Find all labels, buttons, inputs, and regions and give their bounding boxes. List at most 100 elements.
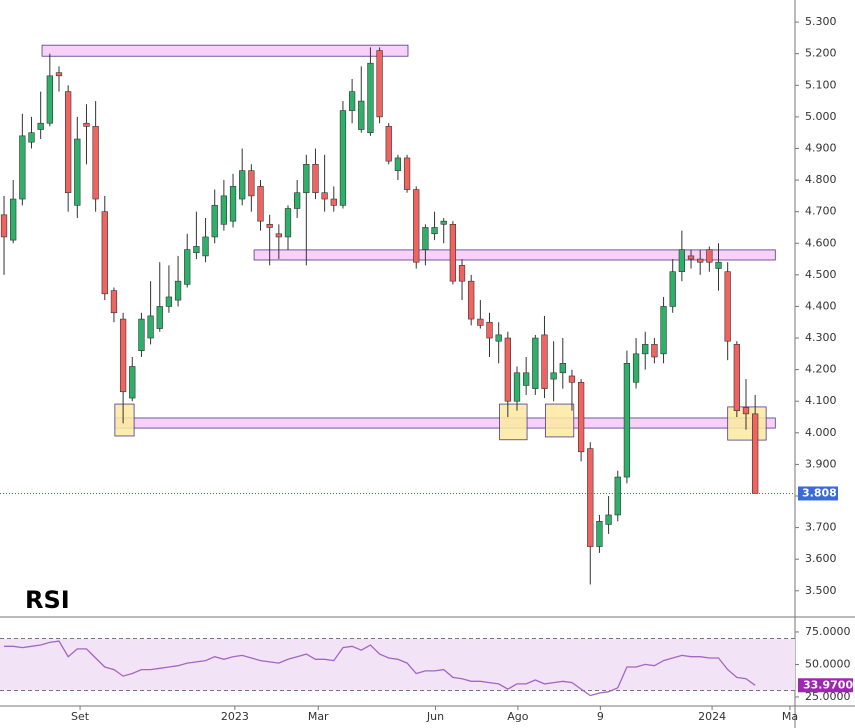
candle-body: [239, 170, 246, 200]
y-tick-label: 4.100: [805, 394, 837, 407]
y-tick-label: 5.100: [805, 78, 837, 91]
candle-body: [312, 163, 319, 194]
candle-body: [678, 249, 686, 272]
candle-body: [651, 344, 658, 358]
y-tick-label: 4.600: [805, 236, 837, 249]
candle-body: [532, 337, 539, 389]
rsi-line: [4, 640, 756, 697]
candle-body: [229, 186, 237, 222]
y-tick-label: 4.300: [805, 331, 837, 344]
candle-body: [156, 306, 163, 329]
candle-body: [129, 366, 136, 399]
candle-body: [687, 255, 695, 260]
candle-body: [65, 91, 72, 194]
candle-body: [358, 100, 365, 130]
candle-body: [577, 381, 585, 453]
candle-body: [660, 306, 667, 355]
candle-body: [257, 186, 264, 222]
candle-body: [468, 280, 475, 320]
candle-body: [495, 334, 502, 342]
y-tick-label: 25.0000: [805, 690, 851, 703]
candle-body: [110, 290, 118, 314]
y-tick-label: 4.700: [805, 205, 837, 218]
candle-body: [339, 110, 347, 206]
y-tick-label: 5.200: [805, 47, 837, 60]
x-tick-label: Set: [71, 710, 90, 723]
candle-body: [449, 224, 457, 282]
rsi-title: RSI: [25, 586, 70, 614]
candle-body: [28, 132, 35, 143]
candle-body: [596, 520, 603, 547]
candle-body: [669, 271, 676, 307]
last-price-box: [798, 486, 838, 501]
candle-body: [348, 91, 356, 111]
candle-body: [614, 476, 621, 516]
y-tick-label: 3.500: [805, 584, 837, 597]
candle-body: [394, 157, 402, 171]
zone: [114, 417, 776, 429]
candle-body: [193, 246, 200, 254]
candle-body: [174, 280, 182, 301]
y-tick-label: 4.200: [805, 363, 837, 376]
candle-body: [37, 122, 44, 130]
candle-body: [733, 344, 740, 412]
zone: [41, 44, 409, 57]
candle-body: [724, 271, 731, 342]
candle-body: [19, 135, 26, 200]
candle-body: [697, 258, 704, 263]
candle-body: [46, 75, 53, 124]
candle-body: [752, 413, 759, 494]
candle-body: [202, 236, 209, 257]
candle-body: [10, 198, 17, 241]
candle-body: [330, 198, 337, 206]
y-tick-label: 4.500: [805, 268, 837, 281]
candle-body: [284, 208, 292, 238]
candle-body: [550, 372, 557, 380]
y-tick-label: 4.800: [805, 173, 837, 186]
y-tick-label: 50.0000: [805, 657, 851, 670]
candle-body: [367, 62, 374, 133]
candle-body: [706, 249, 713, 263]
rsi-band: [0, 638, 795, 691]
candle-body: [486, 321, 493, 339]
candle-body: [458, 265, 466, 282]
candle-body: [559, 363, 566, 374]
candle-body: [541, 334, 548, 389]
y-tick-label: 75.0000: [805, 625, 851, 638]
candle-body: [184, 249, 191, 285]
x-tick-label: Jun: [426, 710, 444, 723]
y-tick-label: 3.900: [805, 457, 837, 470]
candle-body: [74, 138, 81, 206]
candle-body: [440, 220, 447, 225]
candle-body: [55, 72, 63, 77]
candle-body: [376, 50, 383, 118]
candle-body: [623, 363, 631, 478]
candle-body: [431, 227, 438, 235]
candle-body: [248, 170, 255, 197]
zone: [499, 403, 528, 441]
y-tick-label: 5.300: [805, 15, 837, 28]
y-tick-label: 3.700: [805, 521, 837, 534]
candle-body: [523, 372, 530, 386]
zone: [544, 403, 575, 438]
candle-body: [101, 211, 108, 295]
rsi-value-label: 33.9700: [803, 678, 853, 691]
candle-body: [92, 126, 99, 200]
candle-body: [632, 353, 640, 383]
y-tick-label: 4.000: [805, 426, 837, 439]
candle-body: [742, 407, 750, 415]
candle-body: [165, 296, 173, 307]
candle-body: [147, 315, 154, 339]
candle-body: [275, 233, 282, 238]
y-tick-label: 4.400: [805, 299, 837, 312]
candle-body: [642, 344, 649, 355]
candle-body: [477, 318, 484, 326]
candle-body: [422, 227, 429, 250]
candle-body: [385, 126, 392, 162]
y-tick-label: 5.000: [805, 110, 837, 123]
candle-body: [266, 224, 273, 228]
candle-body: [321, 192, 328, 200]
candle-body: [294, 192, 301, 209]
